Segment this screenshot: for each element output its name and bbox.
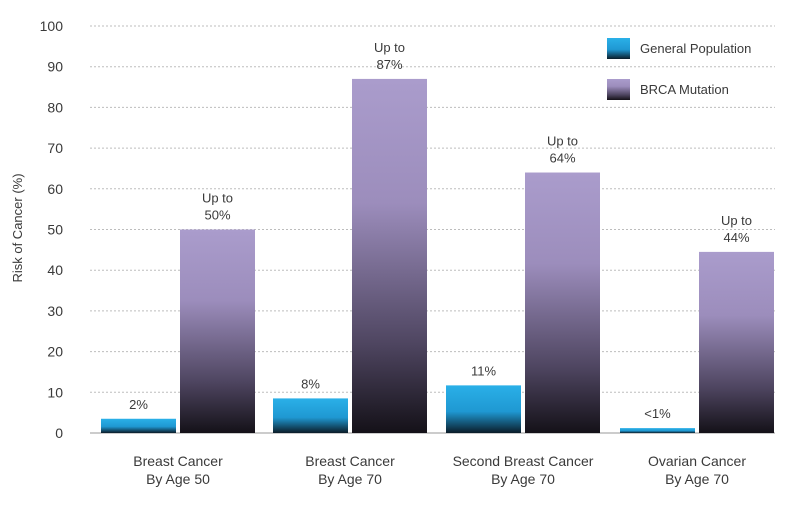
bar-general-population-1	[101, 418, 176, 433]
y-tick-label: 60	[47, 181, 63, 197]
y-tick-label: 20	[47, 344, 63, 360]
bar-brca-mutation-3	[525, 172, 600, 433]
category-labels: Breast Cancer By Age 50 Breast Cancer By Ag…	[133, 453, 746, 487]
data-label: 2%	[129, 397, 148, 412]
legend-label: General Population	[640, 41, 751, 56]
bars	[101, 78, 774, 433]
data-label: 8%	[301, 376, 320, 391]
bar-brca-mutation-2	[352, 78, 427, 433]
category-label: Ovarian Cancer By Age 70	[648, 453, 746, 487]
category-label: Breast Cancer By Age 50	[133, 453, 223, 487]
y-tick-label: 80	[47, 99, 63, 115]
y-tick-label: 70	[47, 140, 63, 156]
y-tick-label: 50	[47, 222, 63, 238]
y-tick-label: 10	[47, 384, 63, 400]
y-tick-label: 0	[55, 425, 63, 441]
data-label: Up to 87%	[374, 40, 405, 72]
bar-general-population-3	[446, 385, 521, 433]
y-tick-label: 100	[40, 18, 64, 34]
data-label: <1%	[644, 406, 671, 421]
y-axis-ticks: 0 10 20 30 40 50 60 70 80 90 100	[40, 18, 64, 441]
data-label: Up to 44%	[721, 213, 752, 245]
y-tick-label: 40	[47, 262, 63, 278]
data-label: 11%	[471, 363, 496, 378]
category-label: Second Breast Cancer By Age 70	[453, 453, 594, 487]
legend-swatch	[607, 38, 630, 59]
y-axis-label: Risk of Cancer (%)	[10, 173, 25, 282]
bar-general-population-4	[620, 428, 695, 433]
category-label: Breast Cancer By Age 70	[305, 453, 395, 487]
legend-label: BRCA Mutation	[640, 82, 729, 97]
bar-general-population-2	[273, 398, 348, 433]
y-tick-label: 90	[47, 59, 63, 75]
y-tick-label: 30	[47, 303, 63, 319]
legend-swatch	[607, 79, 630, 100]
data-label: Up to 64%	[547, 134, 578, 166]
bar-brca-mutation-4	[699, 251, 774, 433]
data-labels: 2% Up to 50% 8% Up to 87% 11% Up to 64% <1% Up to 4…	[129, 40, 752, 421]
bar-brca-mutation-1	[180, 229, 255, 433]
data-label: Up to 50%	[202, 191, 233, 223]
legend: General Population BRCA Mutation	[607, 38, 751, 100]
